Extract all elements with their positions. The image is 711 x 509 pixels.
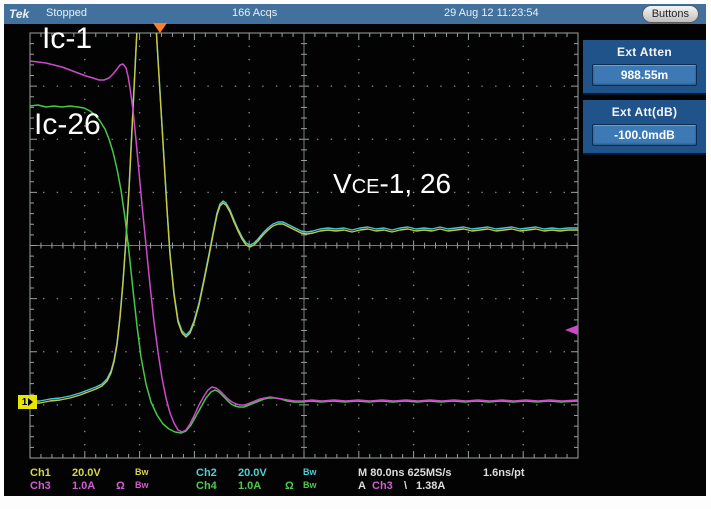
ch1-bandwidth-badge: Bw [135,467,149,477]
annotation-vce: VCE-1, 26 [333,168,451,200]
acquisition-count: 166 Acqs [232,7,278,19]
ch4-scale: 1.0A [238,480,262,492]
ext-atten-db-section: Ext Att(dB) -100.0mdB [583,100,706,155]
ext-atten-value[interactable]: 988.55m [592,64,697,86]
trigger-source: Ch3 [372,480,393,492]
ch4-label: Ch4 [196,480,217,492]
trace-ic-26-ch4 [30,104,578,434]
timebase-readout: M 80.0ns 625MS/s [358,467,452,479]
ch4-bandwidth-badge: Bw [303,480,317,490]
ch2-label: Ch2 [196,467,217,479]
acquisition-status: Stopped [46,7,87,19]
graticule-ticks [29,32,579,459]
ch4-coupling: Ω [285,480,294,492]
trace-vce-26-ch2 [30,33,578,402]
trace-ic-1-ch3 [30,60,578,433]
grid-dots [42,45,566,446]
side-menu: Ext Atten 988.55m Ext Att(dB) -100.0mdB [583,40,706,160]
annotation-vce-v: V [333,168,352,199]
trigger-level: 1.38A [416,480,446,492]
ext-atten-db-value[interactable]: -100.0mdB [592,124,697,146]
ch1-scale: 20.0V [72,467,101,479]
trigger-slope-icon: \ [404,480,408,492]
ch3-scale: 1.0A [72,480,96,492]
annotation-ic26: Ic-26 [34,108,101,141]
ch2-bandwidth-badge: Bw [303,467,317,477]
trigger-mode: A [358,480,366,492]
graticule-frame [29,32,579,459]
ch3-bandwidth-badge: Bw [135,480,149,490]
ch2-scale: 20.0V [238,467,267,479]
buttons-button[interactable]: Buttons [641,5,699,23]
ext-atten-section: Ext Atten 988.55m [583,40,706,95]
ch3-coupling: Ω [116,480,125,492]
resolution-readout: 1.6ns/pt [483,467,525,479]
ch3-label: Ch3 [30,480,51,492]
ch3-trigger-level-marker[interactable] [565,325,578,335]
ext-atten-title: Ext Atten [617,45,672,59]
ext-atten-db-title: Ext Att(dB) [611,105,678,119]
annotation-vce-ce: CE [351,176,380,198]
trace-vce-1-ch1 [30,33,578,404]
ch1-ground-label: 1 [21,396,28,408]
ch1-label: Ch1 [30,467,51,479]
ch1-ground-marker[interactable]: 1 [18,395,37,409]
tek-logo: Tek [9,7,30,21]
trigger-position-marker[interactable] [153,23,167,33]
annotation-ic1: Ic-1 [42,22,93,55]
status-bar: Tek Stopped 166 Acqs 29 Aug 12 11:23:54 … [4,4,706,24]
scope-screen: Tek Stopped 166 Acqs 29 Aug 12 11:23:54 … [4,4,706,496]
datetime: 29 Aug 12 11:23:54 [444,7,539,19]
annotation-vce-rest: -1, 26 [379,168,452,199]
traces [30,33,578,434]
right-arrow-icon [28,398,34,406]
